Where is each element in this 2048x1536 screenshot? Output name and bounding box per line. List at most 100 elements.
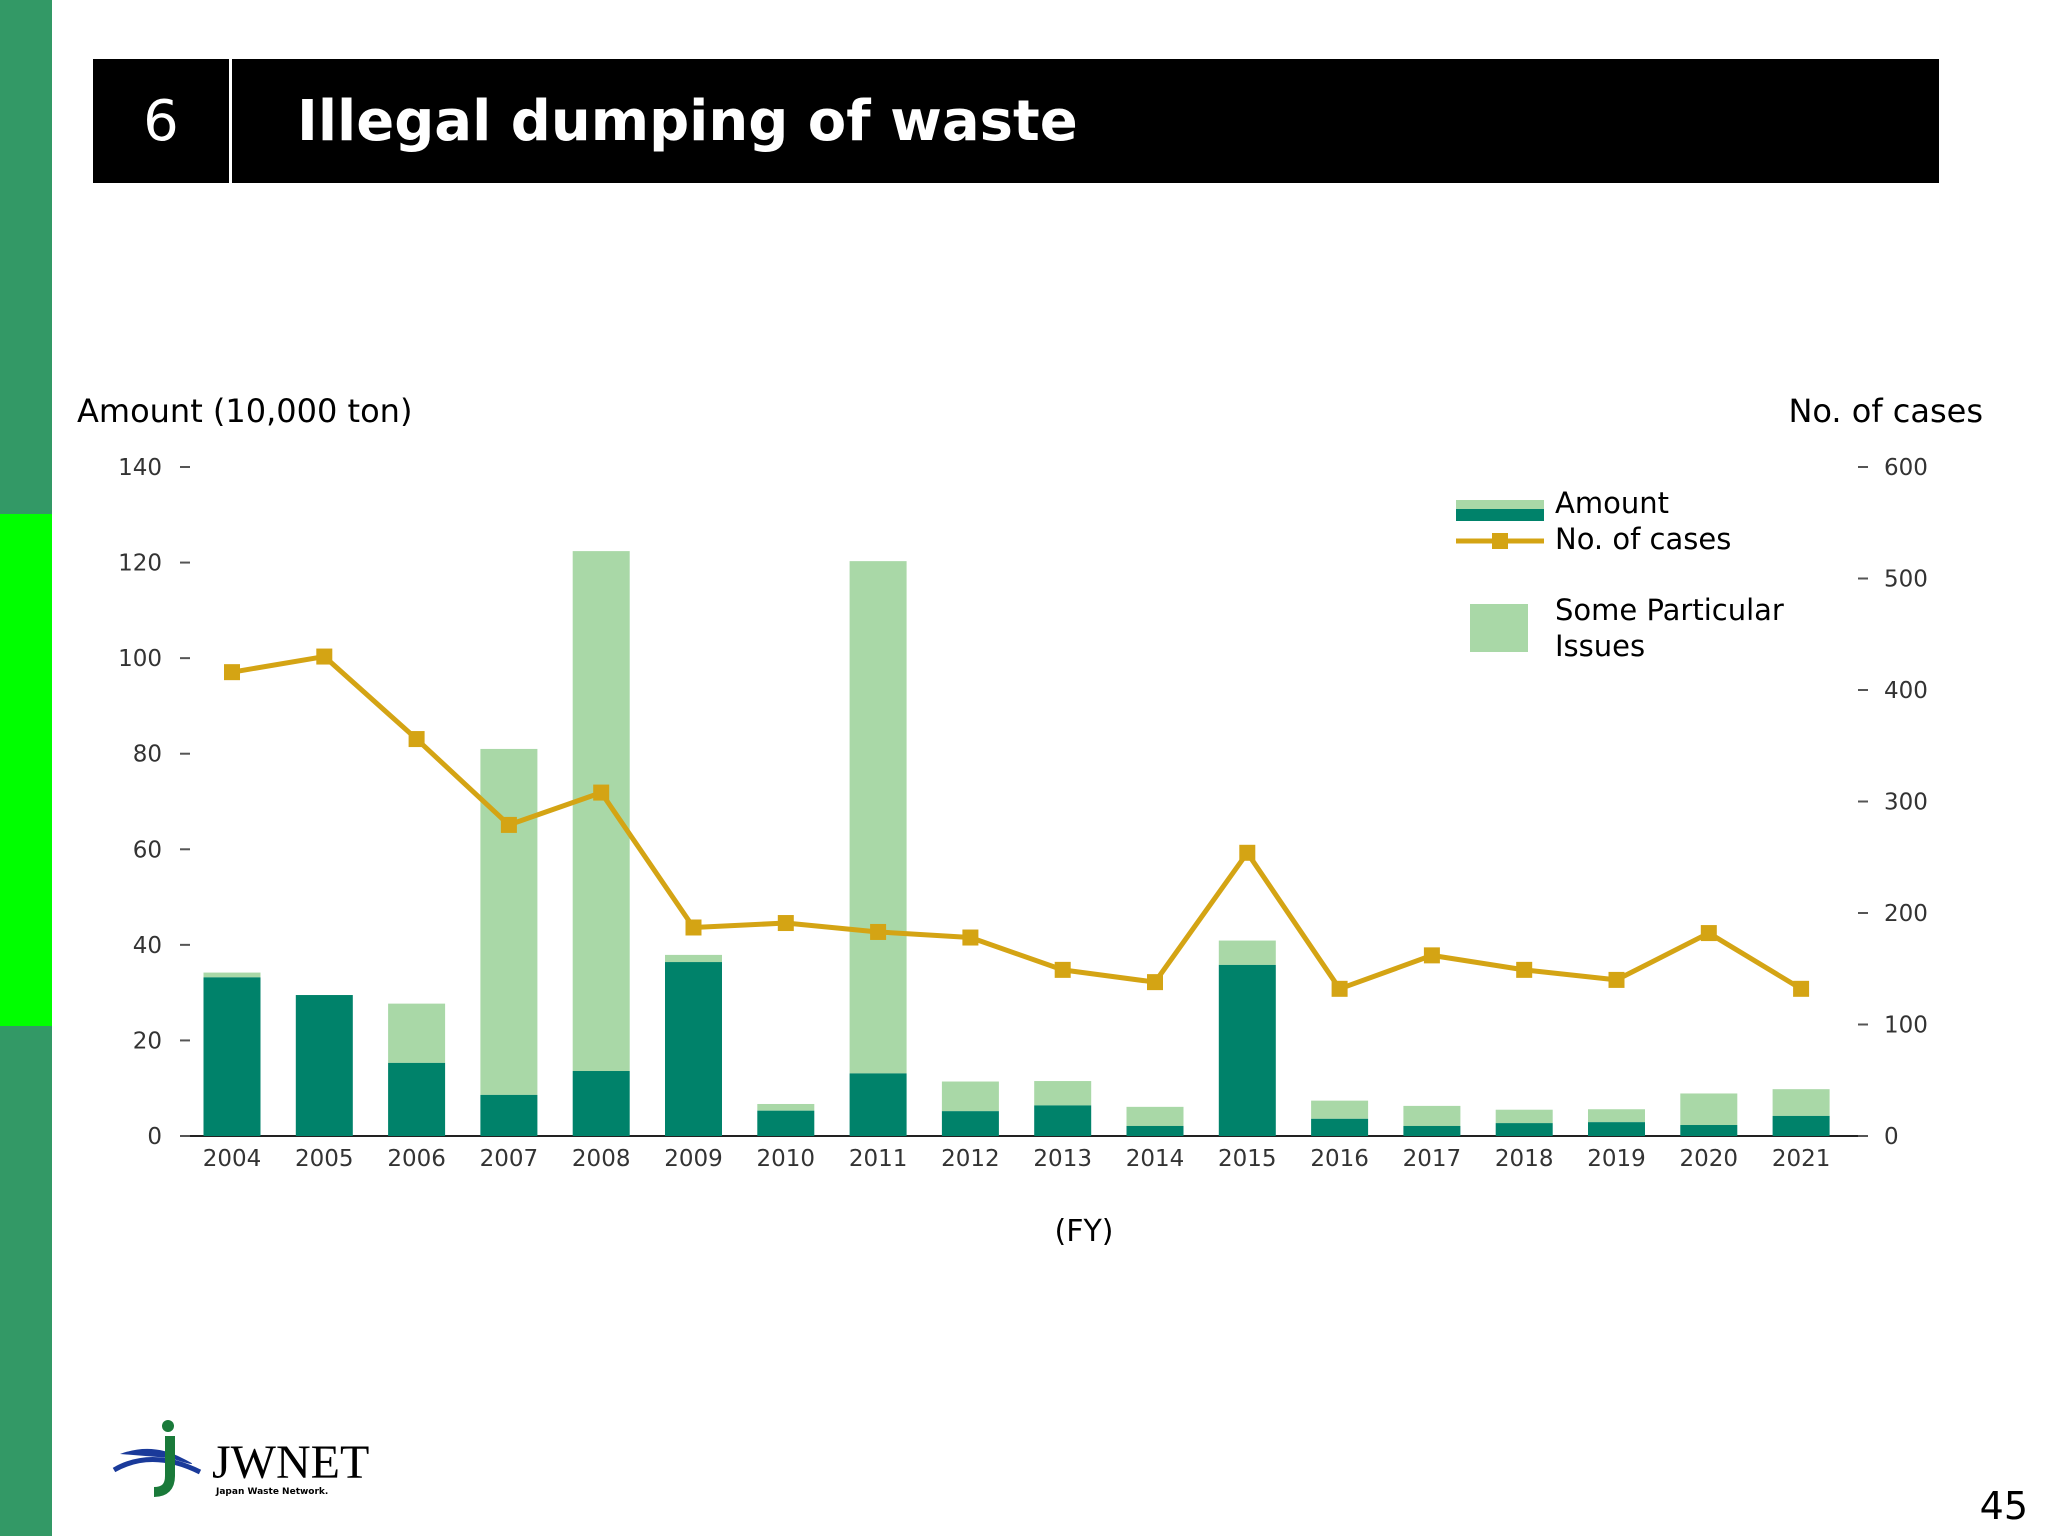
bar-amount bbox=[1311, 1118, 1369, 1136]
cases-marker bbox=[316, 648, 333, 665]
legend-cases-marker bbox=[1492, 533, 1508, 549]
cases-marker bbox=[1239, 844, 1256, 861]
x-tick-label: 2004 bbox=[203, 1146, 262, 1172]
x-tick-label: 2010 bbox=[757, 1146, 816, 1172]
y-right-tick-label: 0 bbox=[1884, 1124, 1899, 1150]
bar-particular-issues bbox=[388, 1003, 446, 1063]
y-left-tick-label: 0 bbox=[147, 1124, 162, 1150]
bar-particular-issues bbox=[1034, 1081, 1092, 1106]
y-axis-right-label: No. of cases bbox=[1788, 392, 1983, 430]
x-tick-label: 2009 bbox=[664, 1146, 723, 1172]
bar-particular-issues bbox=[203, 972, 261, 978]
y-left-tick-label: 140 bbox=[118, 455, 162, 481]
bar-amount bbox=[572, 1071, 630, 1136]
y-right-tick-label: 300 bbox=[1884, 790, 1928, 816]
bar-particular-issues bbox=[1311, 1100, 1369, 1119]
y-axis-left-label: Amount (10,000 ton) bbox=[77, 392, 413, 430]
bar-amount bbox=[1680, 1125, 1738, 1136]
bar-amount bbox=[480, 1094, 538, 1136]
cases-marker bbox=[1793, 980, 1810, 997]
x-tick-label: 2018 bbox=[1495, 1146, 1554, 1172]
bar-amount bbox=[295, 995, 353, 1136]
bar-amount bbox=[1218, 964, 1276, 1136]
cases-marker bbox=[1516, 961, 1533, 978]
x-tick-label: 2012 bbox=[941, 1146, 1000, 1172]
bar-particular-issues bbox=[849, 561, 907, 1074]
x-tick-label: 2006 bbox=[387, 1146, 446, 1172]
y-right-tick-label: 200 bbox=[1884, 901, 1928, 927]
cases-marker bbox=[224, 664, 240, 681]
cases-marker bbox=[685, 919, 702, 936]
cases-marker bbox=[1608, 971, 1625, 988]
sidebar-highlight bbox=[0, 514, 52, 1026]
bar-particular-issues bbox=[572, 551, 630, 1072]
x-tick-label: 2014 bbox=[1126, 1146, 1185, 1172]
logo-text: JWNET bbox=[212, 1436, 369, 1489]
bar-amount bbox=[1034, 1105, 1092, 1136]
slide-header: 6 Illegal dumping of waste bbox=[93, 59, 1939, 183]
header-divider bbox=[229, 59, 232, 183]
bar-amount bbox=[665, 962, 722, 1136]
x-tick-label: 2015 bbox=[1218, 1146, 1277, 1172]
y-right-tick-label: 600 bbox=[1884, 455, 1928, 481]
x-tick-label: 2007 bbox=[480, 1146, 539, 1172]
legend-amount-label: Amount bbox=[1555, 486, 1669, 520]
legend-amount-swatch-dark bbox=[1456, 509, 1544, 521]
bar-particular-issues bbox=[480, 748, 538, 1095]
logo-subtext: Japan Waste Network. bbox=[215, 1487, 328, 1497]
bar-amount bbox=[388, 1062, 446, 1136]
bar-amount bbox=[1126, 1125, 1184, 1136]
bar-particular-issues bbox=[1680, 1093, 1738, 1126]
x-tick-label: 2005 bbox=[295, 1146, 354, 1172]
bar-particular-issues bbox=[941, 1081, 999, 1112]
cases-marker bbox=[962, 929, 979, 946]
x-tick-label: 2013 bbox=[1033, 1146, 1092, 1172]
x-tick-label: 2020 bbox=[1680, 1146, 1739, 1172]
cases-marker bbox=[408, 731, 425, 748]
cases-marker bbox=[593, 784, 610, 801]
bar-particular-issues bbox=[1218, 940, 1276, 965]
bar-amount bbox=[849, 1073, 907, 1136]
page-number: 45 bbox=[1979, 1484, 2028, 1528]
legend-particular-label: Some Particular bbox=[1555, 593, 1784, 627]
legend-particular-label: Issues bbox=[1555, 629, 1645, 663]
slide-title: Illegal dumping of waste bbox=[297, 89, 1078, 154]
legend-particular-swatch bbox=[1470, 604, 1528, 652]
bar-particular-issues bbox=[1126, 1106, 1184, 1126]
cases-marker bbox=[870, 923, 887, 940]
y-right-tick-label: 100 bbox=[1884, 1013, 1928, 1039]
y-left-tick-label: 120 bbox=[118, 551, 162, 577]
bar-particular-issues bbox=[665, 954, 722, 963]
slide-number: 6 bbox=[143, 88, 179, 154]
legend-amount-swatch-light bbox=[1456, 500, 1544, 509]
bar-amount bbox=[1588, 1122, 1645, 1136]
bar-amount bbox=[1495, 1123, 1553, 1136]
cases-marker bbox=[1423, 947, 1440, 964]
bar-particular-issues bbox=[1772, 1089, 1830, 1116]
cases-line bbox=[231, 654, 1803, 992]
y-left-tick-label: 80 bbox=[133, 742, 162, 768]
x-tick-label: 2019 bbox=[1587, 1146, 1646, 1172]
cases-marker bbox=[1054, 961, 1071, 978]
x-tick-label: 2017 bbox=[1403, 1146, 1462, 1172]
bar-amount bbox=[1772, 1115, 1830, 1136]
legend-cases-label: No. of cases bbox=[1555, 522, 1731, 556]
bar-particular-issues bbox=[1403, 1105, 1461, 1126]
x-tick-label: 2008 bbox=[572, 1146, 631, 1172]
cases-marker bbox=[1331, 980, 1348, 997]
cases-marker bbox=[777, 915, 794, 932]
cases-marker bbox=[1700, 925, 1717, 942]
bar-particular-issues bbox=[1588, 1109, 1645, 1123]
bar-particular-issues bbox=[757, 1103, 815, 1111]
y-left-tick-label: 60 bbox=[133, 837, 162, 863]
x-axis-label: (FY) bbox=[1054, 1214, 1114, 1249]
bar-amount bbox=[1403, 1125, 1461, 1136]
x-tick-label: 2011 bbox=[849, 1146, 908, 1172]
bar-amount bbox=[941, 1111, 999, 1136]
y-left-tick-label: 20 bbox=[133, 1028, 162, 1054]
x-tick-label: 2021 bbox=[1772, 1146, 1831, 1172]
y-left-tick-label: 100 bbox=[118, 646, 162, 672]
cases-marker bbox=[1147, 974, 1163, 991]
bar-particular-issues bbox=[1495, 1109, 1553, 1124]
